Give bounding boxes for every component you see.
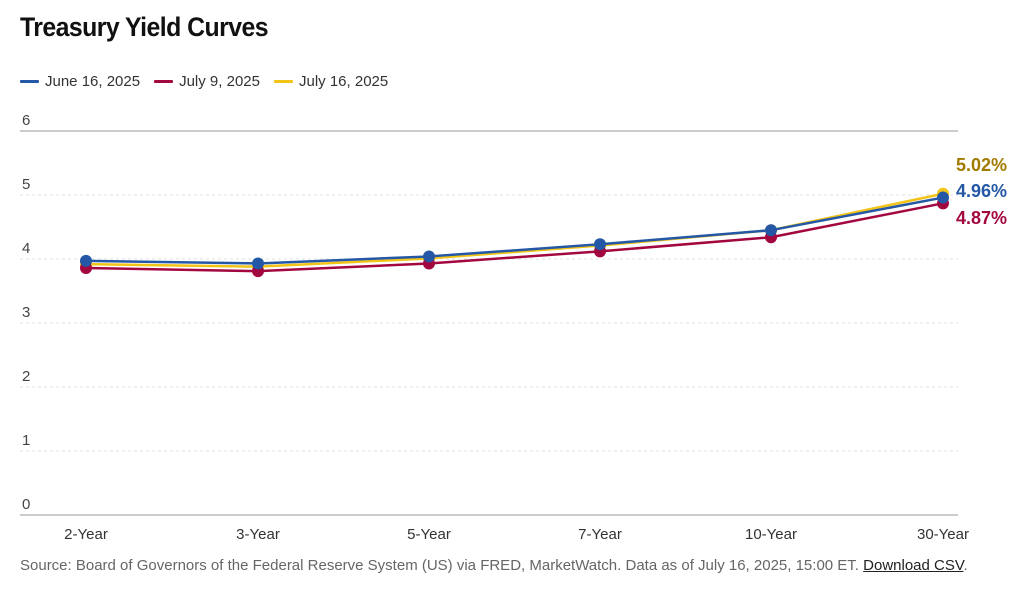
legend-item-june-16[interactable]: June 16, 2025: [20, 73, 140, 90]
data-point: [252, 257, 264, 270]
y-tick-label: 6: [22, 112, 30, 129]
data-point: [80, 254, 92, 267]
legend-item-july-9[interactable]: July 9, 2025: [154, 73, 260, 90]
x-tick-label: 30-Year: [917, 526, 969, 543]
legend-swatch: [154, 80, 174, 83]
data-point: [937, 191, 949, 204]
end-value-label: 5.02%: [956, 155, 1007, 175]
y-tick-label: 1: [22, 432, 30, 449]
y-tick-label: 4: [22, 240, 30, 257]
y-tick-label: 0: [22, 496, 30, 513]
x-tick-label: 7-Year: [578, 526, 622, 543]
legend-swatch: [273, 80, 293, 83]
data-point: [765, 224, 777, 237]
source-text: Source: Board of Governors of the Federa…: [20, 557, 859, 574]
x-tick-label: 5-Year: [407, 526, 451, 543]
download-csv-link[interactable]: Download CSV: [863, 557, 964, 574]
y-tick-label: 3: [22, 304, 30, 321]
chart-legend: June 16, 2025 July 9, 2025 July 16, 2025: [20, 73, 388, 90]
series-line: [85, 196, 944, 265]
legend-label: July 9, 2025: [179, 73, 260, 90]
legend-label: July 16, 2025: [298, 73, 389, 90]
y-tick-label: 2: [22, 368, 30, 385]
x-tick-label: 3-Year: [236, 526, 280, 543]
data-point: [594, 238, 606, 251]
x-tick-label: 10-Year: [745, 526, 797, 543]
end-value-label: 4.87%: [956, 208, 1007, 228]
series-line: [85, 192, 944, 268]
legend-swatch: [20, 80, 39, 83]
data-point: [423, 250, 435, 263]
chart-title: Treasury Yield Curves: [20, 12, 269, 42]
y-tick-label: 5: [22, 176, 30, 193]
series-line: [85, 202, 944, 273]
x-tick-label: 2-Year: [64, 526, 108, 543]
source-end: .: [963, 557, 968, 574]
legend-item-july-16[interactable]: July 16, 2025: [273, 73, 389, 90]
legend-label: June 16, 2025: [45, 73, 141, 90]
source-note: Source: Board of Governors of the Federa…: [20, 557, 968, 574]
end-value-label: 4.96%: [956, 181, 1007, 201]
